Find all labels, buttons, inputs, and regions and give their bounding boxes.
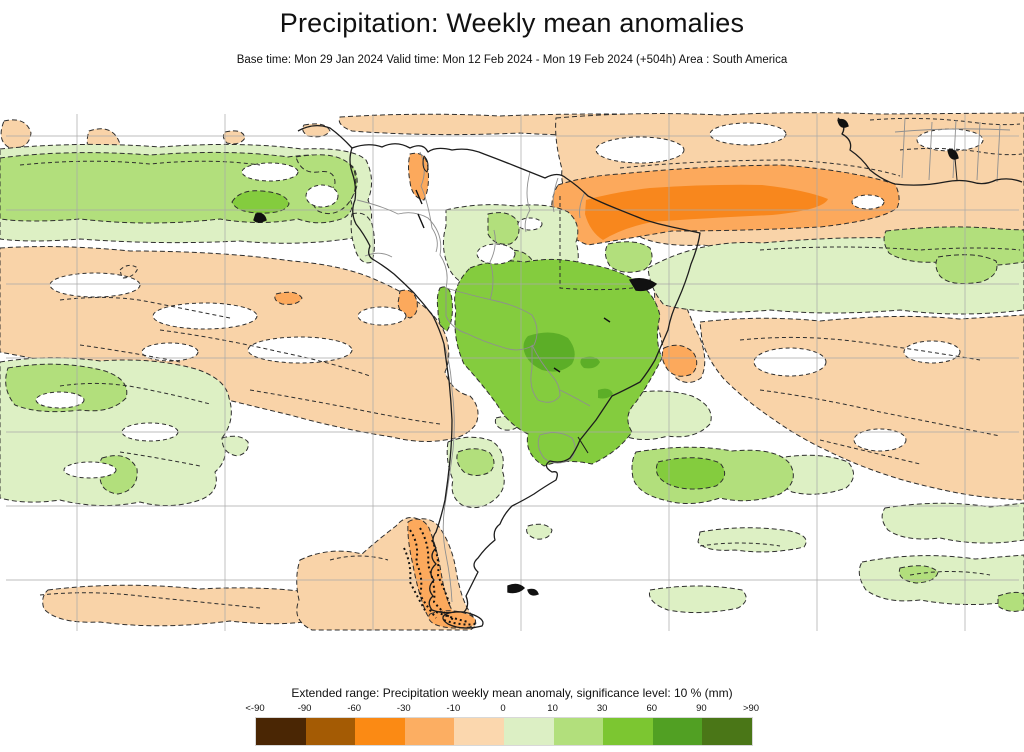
legend-swatch-5 [503,718,554,745]
dark-green-regions [523,332,613,399]
legend-swatch-4 [454,718,504,745]
page-title: Precipitation: Weekly mean anomalies [279,8,745,38]
strong-orange-regions [585,184,828,240]
legend-tick: 0 [500,703,506,714]
legend-swatch-0 [256,718,306,745]
anomaly-holes [35,122,984,479]
legend-tick: <-90 [245,703,265,714]
coastline [297,117,1023,629]
legend-swatch-2 [355,718,405,745]
legend-tick: 60 [646,703,658,714]
legend-tick: -10 [446,703,461,714]
legend-tick: >90 [742,703,760,714]
legend-colorbar [255,717,753,746]
stipple-marks [403,527,477,626]
anomaly-map [0,112,1024,636]
legend-swatch-3 [404,718,455,745]
grid-lines [6,114,1019,631]
page-subtitle: Base time: Mon 29 Jan 2024 Valid time: M… [236,54,788,66]
legend-tick: -30 [396,703,411,714]
legend-tick: 10 [547,703,558,714]
legend-swatch-9 [702,718,752,745]
legend-swatch-8 [652,718,703,745]
legend-tick: 90 [696,703,707,714]
map-canvas [0,112,1024,631]
legend-tick: -90 [297,703,312,714]
legend-tick: 30 [596,703,608,714]
legend-swatch-7 [603,718,653,745]
legend-caption: Extended range: Precipitation weekly mea… [291,686,733,700]
legend-ticks: <-90 -90 -60 -30 -10 0 10 30 60 90 >90 [245,703,759,715]
legend-swatch-1 [305,718,356,745]
legend-swatch-6 [553,718,604,745]
legend-tick: -60 [347,703,362,714]
scribble-marks [253,118,959,596]
country-borders [356,117,1011,603]
